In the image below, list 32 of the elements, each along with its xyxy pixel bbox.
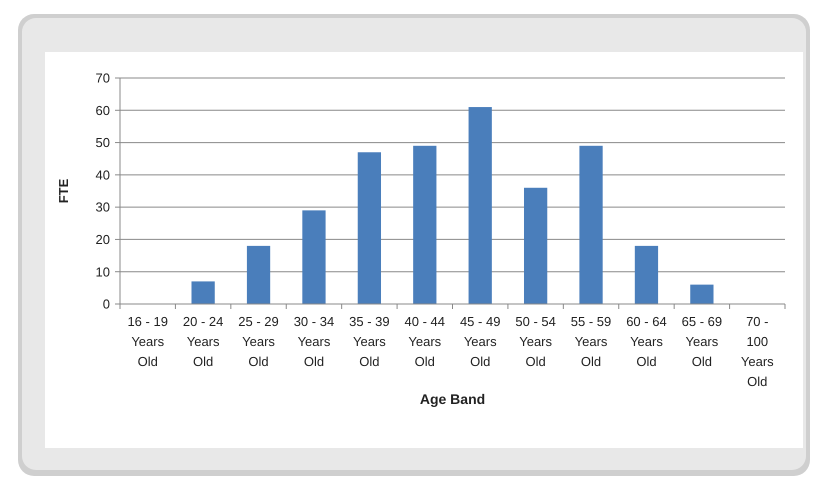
y-tick-label: 70 <box>96 70 110 86</box>
x-tick-label: 55 - 59 Years Old <box>570 314 612 369</box>
y-tick-label: 0 <box>102 296 110 312</box>
bar <box>191 281 215 304</box>
bar <box>690 284 714 304</box>
x-tick-label: 30 - 34 Years Old <box>294 314 334 369</box>
x-tick-label: 16 - 19 Years Old <box>127 314 168 369</box>
y-tick-label: 40 <box>96 167 110 182</box>
x-tick-label: 50 - 54 Years Old <box>515 314 556 369</box>
x-tick-label: 65 - 69 Years Old <box>682 314 722 369</box>
bar <box>579 146 603 304</box>
y-tick-label: 20 <box>96 232 110 247</box>
y-tick-label: 10 <box>96 264 110 280</box>
x-tick-label: 20 - 24 Years Old <box>182 314 224 369</box>
bar <box>524 188 548 304</box>
bar <box>246 246 270 304</box>
x-axis-title: Age Band <box>420 391 486 407</box>
bar <box>413 146 436 304</box>
x-tick-label: 40 - 44 Years Old <box>404 314 446 369</box>
y-tick-label: 60 <box>96 102 110 118</box>
bar <box>302 210 326 304</box>
x-tick-label: 60 - 64 Years Old <box>626 314 667 369</box>
x-tick-label: 70 - 100 Years Old <box>740 314 774 389</box>
bar <box>358 152 382 304</box>
x-tick-label: 35 - 39 Years Old <box>349 314 390 369</box>
x-tick-label: 25 - 29 Years Old <box>238 314 279 369</box>
bar <box>468 107 492 304</box>
y-tick-label: 50 <box>96 135 110 150</box>
y-tick-label: 30 <box>96 200 110 215</box>
y-axis-title: FTE <box>56 178 71 204</box>
x-tick-label: 45 - 49 Years Old <box>460 314 500 369</box>
bar <box>634 246 658 304</box>
